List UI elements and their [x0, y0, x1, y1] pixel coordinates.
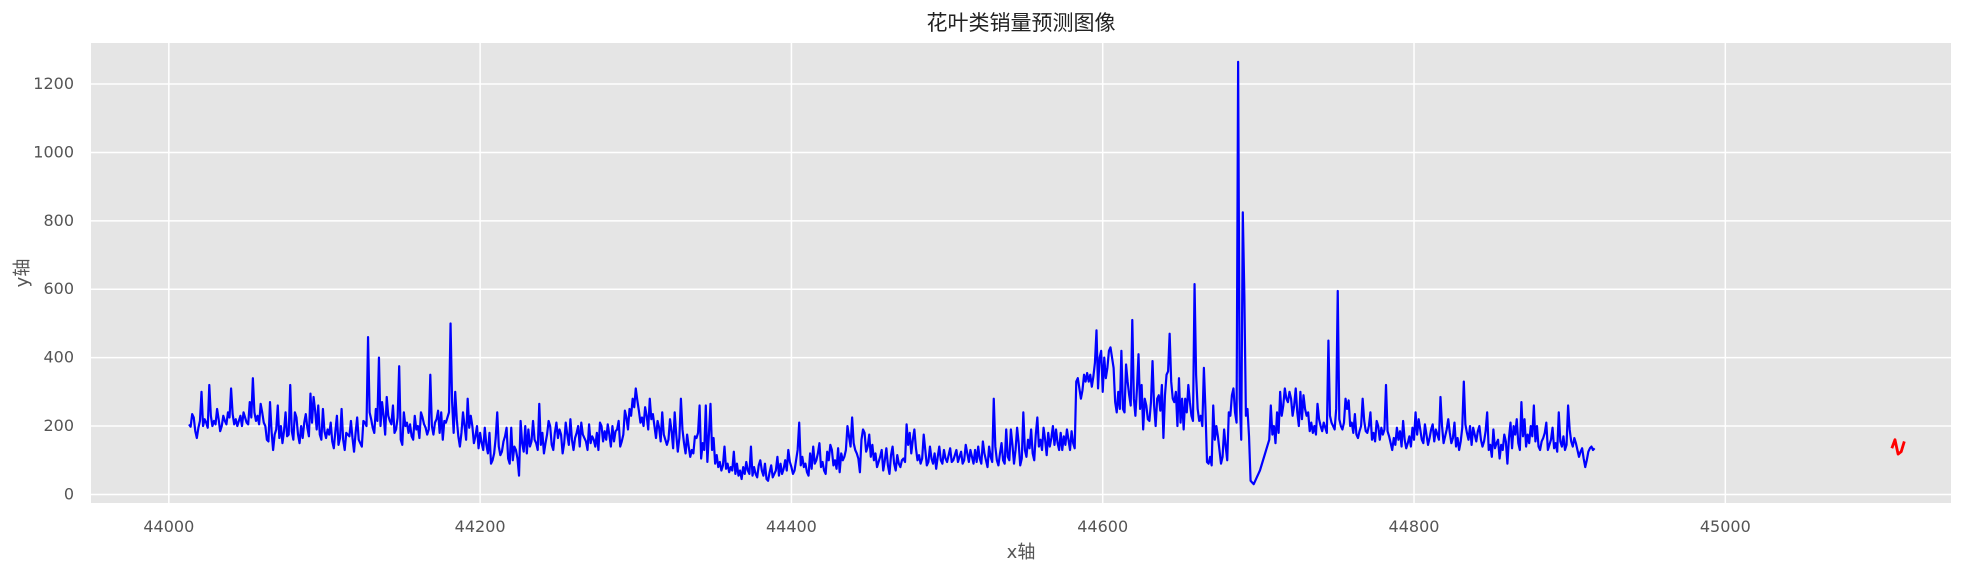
forecast-series-line [1890, 438, 1906, 456]
y-tick-label: 800 [43, 211, 74, 230]
x-tick-label: 44800 [1389, 517, 1440, 536]
x-tick-label: 44000 [143, 517, 194, 536]
x-tick-label: 45000 [1700, 517, 1751, 536]
y-tick-label: 400 [43, 348, 74, 367]
sales-series-line [188, 60, 1596, 486]
plot-background [91, 43, 1951, 503]
y-tick-label: 600 [43, 279, 74, 298]
chart-title: 花叶类销量预测图像 [927, 11, 1116, 35]
tick-labels: 44000 44200 44400 44600 44800 45000 0 200 400 600… [33, 74, 1750, 536]
x-tick-label: 44400 [766, 517, 817, 536]
series-layer [188, 60, 1906, 486]
y-tick-label: 0 [64, 484, 74, 503]
x-tick-label: 44200 [455, 517, 506, 536]
y-tick-label: 200 [43, 416, 74, 435]
x-tick-label: 44600 [1077, 517, 1128, 536]
y-tick-label: 1000 [33, 142, 74, 161]
y-axis-label: y轴 [12, 259, 33, 288]
x-axis-label: x轴 [1007, 542, 1036, 563]
grid-lines [91, 43, 1951, 503]
y-tick-label: 1200 [33, 74, 74, 93]
